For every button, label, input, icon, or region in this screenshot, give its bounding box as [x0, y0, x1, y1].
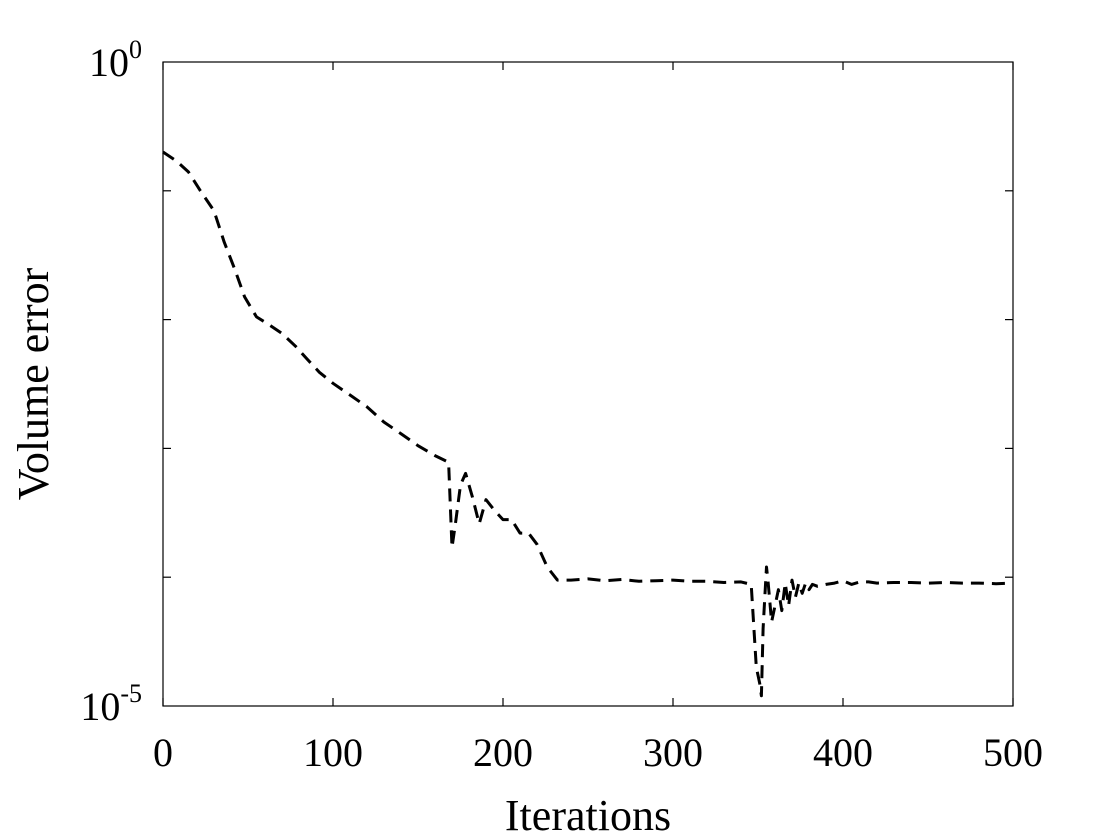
x-tick-label: 500 — [983, 730, 1043, 775]
x-tick-label: 200 — [473, 730, 533, 775]
x-tick-label: 100 — [303, 730, 363, 775]
volume-error-series-line — [162, 150, 1014, 698]
x-axis-title: Iterations — [505, 791, 671, 840]
plot-frame — [162, 61, 1014, 707]
y-tick-label: 10-5 — [80, 679, 142, 729]
y-tick-label: 100 — [89, 35, 142, 85]
y-minor-ticks — [163, 190, 1013, 578]
y-tick-labels: 10-5 100 — [80, 35, 142, 729]
x-tick-labels: 0 100 200 300 400 500 — [153, 62, 1043, 775]
y-axis-title: Volume error — [9, 267, 58, 500]
x-tick-label: 400 — [813, 730, 873, 775]
x-tick-label: 300 — [643, 730, 703, 775]
x-tick-label: 0 — [153, 730, 173, 775]
